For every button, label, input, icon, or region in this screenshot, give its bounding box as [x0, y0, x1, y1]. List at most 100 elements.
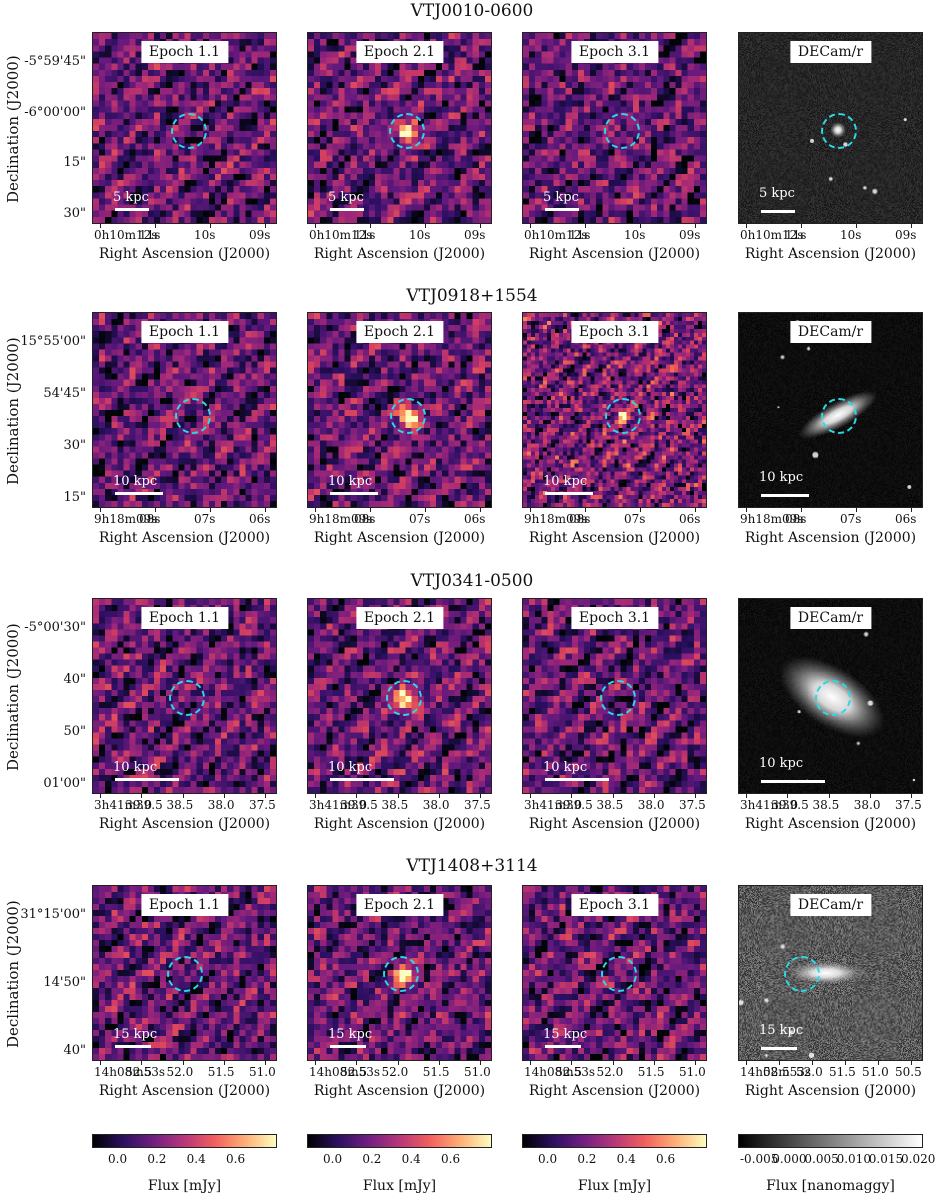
x-tick-label: 3h41m39.5	[309, 798, 378, 812]
x-tick-label: 08s	[139, 512, 161, 526]
scale-bar-label: 10 kpc	[543, 760, 588, 775]
x-tick-label: 10s	[409, 228, 431, 242]
colorbar-tick-label: 0.020	[901, 1152, 936, 1166]
optical-image-panel: DECam/r 5 kpc	[738, 32, 923, 224]
x-tick-label: 38.0	[637, 798, 665, 812]
x-tick-label: 07s	[840, 512, 862, 526]
x-tick-label: 39.0	[125, 798, 152, 812]
x-tick-label: 0h10m12s	[309, 228, 373, 242]
source-circle	[605, 398, 641, 434]
panel-label: Epoch 3.1	[570, 321, 659, 343]
x-tick-label: 52.0	[381, 1065, 409, 1079]
x-tick-label: 51.0	[464, 1065, 491, 1079]
y-axis-label: Declination (J2000)	[4, 337, 22, 485]
x-tick-label: 52.0	[596, 1065, 624, 1079]
x-tick-label: 14h08m53s	[309, 1065, 381, 1079]
source-circle	[815, 680, 851, 716]
x-tick-label: 10s	[624, 228, 646, 242]
colorbar-tick-label: 0.005	[804, 1152, 839, 1166]
x-tick-label: 52.5	[125, 1065, 152, 1079]
scale-bar	[545, 492, 593, 495]
x-tick-mark	[640, 224, 641, 228]
y-tick-label: 40"	[63, 672, 86, 687]
x-tick-mark	[425, 508, 426, 512]
x-tick-mark	[370, 508, 371, 512]
y-tick-label: 50"	[63, 724, 86, 739]
x-tick-mark	[856, 508, 857, 512]
scale-bar-label: 15 kpc	[759, 1023, 804, 1038]
radio-image-panel: Epoch 1.1 10 kpc	[92, 312, 277, 508]
y-axis-label: Declination (J2000)	[4, 55, 22, 203]
x-tick-label: 06s	[249, 512, 271, 526]
scale-bar	[761, 210, 795, 213]
x-tick-label: 06s	[679, 512, 701, 526]
scale-bar-label: 10 kpc	[759, 756, 804, 771]
panel-label: Epoch 2.1	[355, 41, 444, 63]
x-tick-label: 10s	[194, 228, 216, 242]
x-tick-label: 07s	[409, 512, 431, 526]
x-tick-label: 50.5	[895, 1065, 922, 1079]
source-circle	[821, 398, 857, 434]
x-tick-mark	[265, 794, 266, 798]
x-tick-label: 11s	[569, 228, 591, 242]
scale-bar	[545, 778, 609, 781]
x-axis-label: Right Ascension (J2000)	[98, 1083, 271, 1099]
source-circle	[383, 956, 419, 992]
colorbar-tick-label: 0.0	[108, 1152, 128, 1166]
scale-bar-label: 10 kpc	[328, 760, 373, 775]
x-tick-label: 09s	[249, 228, 271, 242]
source-circle	[601, 956, 637, 992]
x-tick-label: 11s	[354, 228, 376, 242]
scale-bar	[115, 1045, 151, 1048]
y-tick-label: -5°00'30"	[24, 620, 86, 635]
y-tick-label: 30"	[63, 438, 86, 453]
x-tick-label: 39.0	[771, 798, 798, 812]
y-axis-label: Declination (J2000)	[4, 623, 22, 771]
x-axis-label: Right Ascension (J2000)	[528, 816, 701, 832]
x-tick-mark	[100, 508, 101, 512]
x-tick-label: 14h08m53s	[524, 1065, 596, 1079]
x-tick-label: 0h10m12s	[740, 228, 804, 242]
source-circle	[600, 680, 636, 716]
x-axis-label: Right Ascension (J2000)	[313, 816, 486, 832]
radio-image-panel: Epoch 1.1 10 kpc	[92, 598, 277, 794]
x-tick-mark	[911, 794, 912, 798]
x-tick-label: 09s	[464, 228, 486, 242]
x-tick-mark	[265, 1061, 266, 1065]
colorbar-tick-label: 0.6	[226, 1152, 246, 1166]
scale-bar-label: 5 kpc	[328, 190, 364, 205]
x-tick-mark	[801, 224, 802, 228]
x-tick-label: 9h18m09s	[309, 512, 373, 526]
colorbar-tick-label: 0.2	[147, 1152, 167, 1166]
y-tick-label: 15"	[63, 490, 86, 505]
x-tick-mark	[640, 508, 641, 512]
x-tick-mark	[653, 1061, 655, 1065]
colorbar-tick-label: 0.2	[577, 1152, 597, 1166]
x-tick-mark	[265, 508, 266, 512]
source-circle	[821, 113, 857, 149]
x-tick-mark	[425, 224, 426, 228]
y-tick-label: 14'50"	[43, 975, 86, 990]
x-tick-mark	[869, 794, 871, 798]
x-tick-mark	[265, 224, 266, 228]
radio-image-panel: Epoch 1.1 15 kpc	[92, 885, 277, 1061]
x-tick-mark	[911, 224, 912, 228]
colorbar-tick-label: 0.4	[616, 1152, 636, 1166]
y-tick-label: 30"	[63, 206, 86, 221]
x-tick-mark	[480, 794, 481, 798]
x-tick-label: 51.0	[249, 1065, 276, 1079]
x-tick-mark	[856, 224, 857, 228]
source-circle	[175, 398, 211, 434]
y-tick-label: 40"	[63, 1043, 86, 1058]
x-tick-label: 3h41m39.5	[740, 798, 809, 812]
row-title: VTJ0341-0500	[410, 571, 534, 591]
scale-bar-label: 10 kpc	[113, 474, 158, 489]
x-tick-mark	[746, 794, 747, 798]
x-tick-mark	[779, 1061, 780, 1065]
x-tick-label: 52.0	[796, 1065, 823, 1079]
x-tick-mark	[828, 794, 830, 798]
x-tick-mark	[801, 508, 802, 512]
x-axis-label: Right Ascension (J2000)	[313, 1083, 486, 1099]
x-tick-mark	[653, 794, 655, 798]
x-axis-label: Right Ascension (J2000)	[744, 816, 917, 832]
